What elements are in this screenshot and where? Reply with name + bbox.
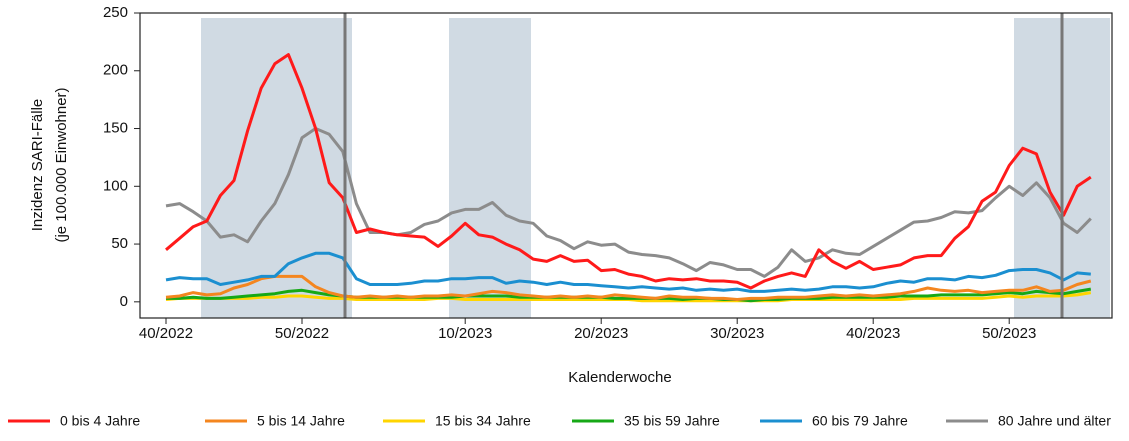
y-tick-label: 200	[103, 62, 128, 79]
x-tick-label: 40/2023	[846, 325, 900, 342]
plot-frame	[139, 12, 1113, 319]
x-tick-label: 30/2023	[710, 325, 764, 342]
series-line	[165, 53, 1092, 290]
series-line	[165, 274, 1092, 301]
series-line	[166, 287, 1092, 303]
x-axis-label: Kalenderwoche	[568, 369, 671, 386]
legend-label: 60 bis 79 Jahre	[812, 413, 908, 429]
x-tick-label: 20/2023	[574, 325, 628, 342]
series-line	[165, 251, 1091, 293]
y-tick-label: 100	[103, 177, 128, 194]
x-tick-label: 50/2023	[982, 325, 1036, 342]
y-axis-label: Inzidenz SARI-Fälle	[29, 99, 46, 232]
legend-label: 5 bis 14 Jahre	[257, 413, 345, 429]
legend-label: 80 Jahre und älter	[998, 413, 1111, 429]
x-tick-label: 50/2022	[275, 325, 329, 342]
series-line	[165, 127, 1092, 278]
shaded-period	[449, 18, 531, 318]
y-tick-label: 0	[120, 293, 128, 310]
y-tick-label: 150	[103, 119, 128, 136]
legend-label: 0 bis 4 Jahre	[60, 413, 140, 429]
y-tick-label: 250	[103, 4, 128, 21]
lines	[165, 53, 1092, 303]
x-tick-label: 10/2023	[438, 325, 492, 342]
legend-label: 35 bis 59 Jahre	[624, 413, 720, 429]
y-axis-label: (je 100.000 Einwohner)	[53, 87, 70, 242]
legend-label: 15 bis 34 Jahre	[435, 413, 531, 429]
y-tick-label: 50	[111, 235, 128, 252]
x-tick-label: 40/2022	[139, 325, 193, 342]
shaded-periods	[201, 18, 1110, 318]
